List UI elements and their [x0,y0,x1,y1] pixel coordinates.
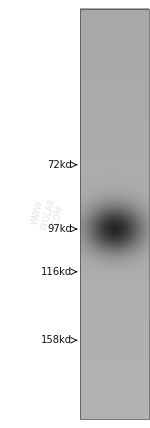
Text: 72kd: 72kd [47,160,72,170]
Text: 97kd: 97kd [47,224,72,234]
Bar [80,9,148,419]
Text: 158kd: 158kd [41,335,72,345]
Text: WWW.
PTGLAB
.COM: WWW. PTGLAB .COM [29,194,67,234]
Text: 116kd: 116kd [41,267,72,277]
